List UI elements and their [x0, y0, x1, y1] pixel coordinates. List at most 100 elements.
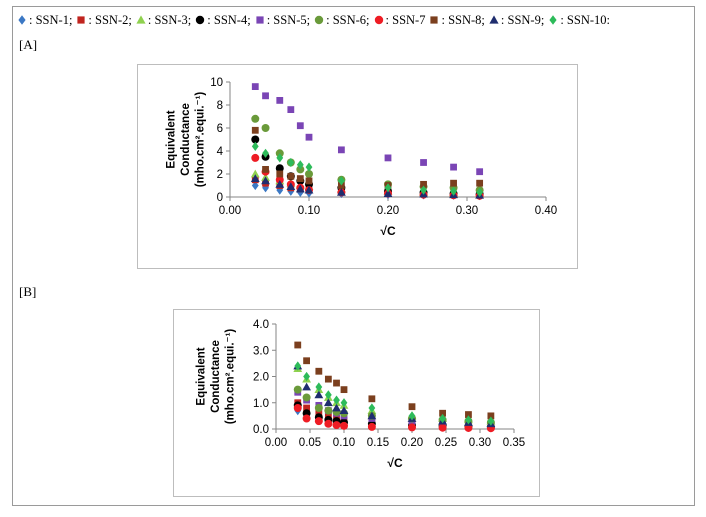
y-tick-label: 1.0	[253, 398, 269, 410]
point-ssn-10	[476, 187, 484, 197]
point-ssn-5	[305, 133, 313, 141]
point-ssn-10	[420, 185, 427, 195]
point-ssn-7	[332, 421, 341, 430]
point-ssn-7	[438, 423, 447, 432]
chart-a: 0 2 4 6 8 10 0.00 0.10 0.20 0.30 0.40 √C Equivalent C…	[166, 77, 558, 238]
y-axis-title-1: Equivalent	[196, 347, 208, 405]
legend-symbol-ssn-7	[374, 15, 383, 25]
y-tick-label: 3.0	[253, 345, 269, 357]
point-ssn-10	[450, 186, 457, 196]
x-tick-label: 0.30	[456, 205, 478, 217]
y-axis-title-2: Conductance	[180, 103, 192, 176]
point-ssn-5	[420, 159, 427, 166]
point-ssn-8	[408, 403, 416, 411]
legend-label: : SSN-7	[385, 12, 426, 27]
point-ssn-9	[302, 382, 311, 391]
point-ssn-8	[420, 180, 427, 188]
y-tick-label: 0.0	[253, 424, 269, 436]
y-tick-label: 8	[217, 100, 223, 112]
x-axis-title: √C	[387, 456, 403, 470]
legend-symbol-ssn-3	[136, 15, 146, 24]
y-axis-title-2: Conductance	[210, 340, 222, 413]
legend-item-ssn-9: : SSN-9;	[488, 13, 544, 28]
point-ssn-3	[250, 169, 260, 178]
point-ssn-8	[450, 179, 457, 187]
y-tick-label: 2.0	[253, 372, 269, 384]
legend-item-ssn-10: : SSN-10:	[547, 13, 610, 28]
series-ssn-8	[294, 341, 495, 420]
point-ssn-9	[332, 403, 341, 412]
point-ssn-10	[333, 395, 340, 405]
point-ssn-10	[296, 160, 304, 170]
chart-a-area: 0 2 4 6 8 10 0.00 0.10 0.20 0.30 0.40 √C Equivalent C…	[137, 64, 578, 269]
legend-symbol-ssn-9	[489, 15, 499, 24]
legend-marker-ssn-6-icon	[314, 15, 324, 25]
legend-marker-ssn-8-icon	[430, 16, 439, 24]
legend-label: : SSN-4;	[207, 12, 251, 27]
series-ssn-10	[251, 141, 484, 197]
legend-marker-ssn-7-icon	[374, 15, 383, 25]
point-ssn-9	[339, 406, 349, 415]
point-ssn-7	[293, 404, 302, 412]
point-ssn-5	[287, 106, 295, 113]
point-ssn-10	[262, 148, 269, 158]
legend-symbol-ssn-10	[549, 15, 557, 25]
point-ssn-8	[294, 341, 302, 349]
legend-label: : SSN-6;	[326, 12, 370, 27]
x-tick-label: 0.00	[265, 437, 287, 449]
point-ssn-9	[383, 189, 393, 197]
legend-symbol-ssn-1	[18, 15, 26, 25]
point-ssn-10	[303, 371, 310, 382]
point-ssn-10	[340, 398, 348, 408]
point-ssn-9	[323, 398, 333, 407]
figure-frame	[12, 6, 695, 506]
point-ssn-6	[293, 385, 302, 394]
point-ssn-10	[251, 141, 259, 151]
legend-item-ssn-6: : SSN-6;	[313, 12, 370, 28]
point-ssn-6	[305, 170, 313, 178]
point-ssn-8	[368, 395, 376, 403]
series-ssn-5	[294, 388, 495, 428]
legend-marker-ssn-5-icon	[256, 16, 264, 24]
chart-b: 0.0 1.0 2.0 3.0 4.0 0.00 0.05 0.10 0.15 0.20 0.25 0…	[196, 319, 526, 470]
x-tick-label: 0.30	[469, 437, 491, 449]
series-ssn-4	[293, 401, 495, 431]
y-tick-label: 4	[217, 146, 224, 158]
x-tick-label: 0.20	[377, 205, 399, 217]
point-ssn-8	[337, 182, 345, 189]
point-ssn-5	[262, 92, 269, 100]
legend-marker-ssn-10-icon	[549, 15, 557, 25]
point-ssn-10	[439, 413, 446, 424]
x-tick-label: 0.10	[333, 437, 355, 449]
legend-symbol-ssn-4	[196, 15, 205, 25]
point-ssn-8	[262, 166, 269, 173]
point-ssn-5	[450, 163, 457, 171]
point-ssn-7	[324, 419, 333, 428]
legend-symbol-ssn-5	[256, 16, 264, 24]
point-ssn-5	[251, 83, 259, 90]
point-ssn-7	[302, 414, 311, 423]
point-ssn-8	[305, 177, 313, 185]
point-ssn-10	[324, 390, 332, 400]
point-ssn-8	[465, 411, 472, 418]
legend-label: : SSN-10:	[560, 12, 610, 27]
point-ssn-6	[324, 406, 333, 415]
point-ssn-10	[305, 162, 313, 172]
series-ssn-2	[251, 176, 484, 199]
series-ssn-6	[293, 385, 495, 427]
point-ssn-9	[314, 390, 324, 399]
point-ssn-8	[439, 409, 446, 417]
legend: : SSN-1;: SSN-2;: SSN-3;: SSN-4;: SSN-5;…	[16, 11, 696, 29]
point-ssn-7	[408, 423, 416, 432]
point-ssn-10	[487, 416, 495, 426]
x-axis-title: √C	[380, 224, 396, 238]
point-ssn-5	[276, 97, 284, 104]
point-ssn-2	[303, 404, 310, 412]
legend-marker-ssn-3-icon	[136, 15, 146, 24]
point-ssn-9	[367, 411, 377, 420]
point-ssn-8	[315, 367, 323, 375]
panel-label-a: [A]	[19, 37, 38, 52]
point-ssn-6	[314, 404, 323, 412]
point-ssn-5	[296, 122, 304, 130]
panel-label-b: [B]	[19, 284, 37, 299]
